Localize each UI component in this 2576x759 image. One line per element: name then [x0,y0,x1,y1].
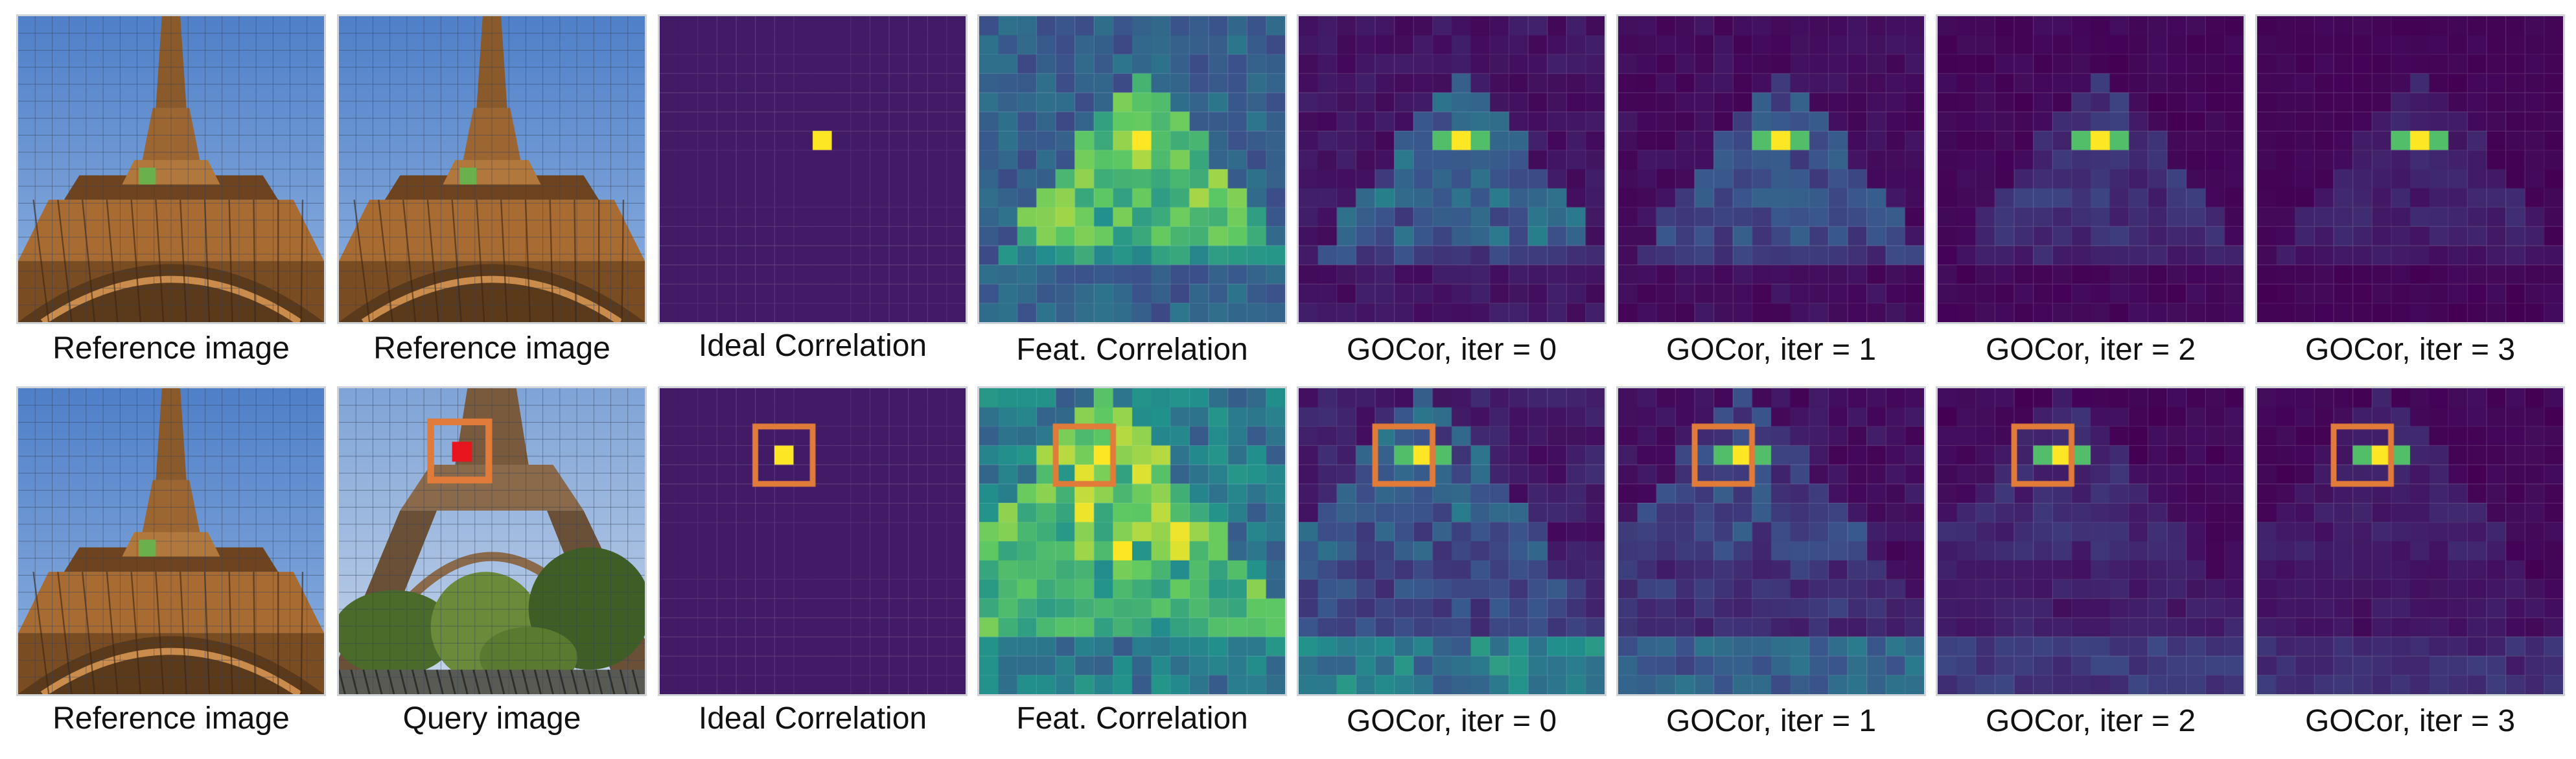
caption-row2-5: GOCor, iter = 0 [1346,704,1557,738]
row2-feat-correlation-map [977,386,1287,696]
row1-reference-image-2 [337,14,647,324]
caption-row1-4: Feat. Correlation [1016,333,1248,367]
caption-row2-1: Reference image [52,701,290,736]
reference-photo-svg [18,16,324,322]
query-photo-svg [339,388,645,694]
caption-row1-5: GOCor, iter = 0 [1346,333,1557,367]
caption-row2-8: GOCor, iter = 3 [2304,704,2516,738]
row2-reference-image [16,386,326,696]
row2-ideal-correlation-map [658,386,968,696]
reference-photo-svg [339,16,645,322]
caption-row1-7: GOCor, iter = 2 [1985,333,2196,367]
row1-reference-image-1 [16,14,326,324]
row1-feat-correlation-map [977,14,1287,324]
row2-gocor-iter2-map [1936,386,2245,696]
caption-row1-1: Reference image [52,331,290,366]
caption-row1-8: GOCor, iter = 3 [2304,333,2516,367]
caption-row2-4: Feat. Correlation [1016,701,1248,736]
row1-gocor-iter1-map [1616,14,1926,324]
row2-gocor-iter1-map [1616,386,1926,696]
row1-gocor-iter2-map [1936,14,2245,324]
reference-photo-svg [18,388,324,694]
row2-gocor-iter0-map [1297,386,1607,696]
caption-row1-3: Ideal Correlation [698,329,927,363]
row1-gocor-iter0-map [1297,14,1607,324]
row1-gocor-iter3-map [2255,14,2565,324]
caption-row2-3: Ideal Correlation [698,701,927,736]
caption-row2-7: GOCor, iter = 2 [1985,704,2196,738]
row2-gocor-iter3-map [2255,386,2565,696]
row2-query-image [337,386,647,696]
caption-row2-2: Query image [402,701,581,736]
caption-row2-6: GOCor, iter = 1 [1665,704,1877,738]
caption-row1-6: GOCor, iter = 1 [1665,333,1877,367]
caption-row1-2: Reference image [373,331,610,366]
row1-ideal-correlation-map [658,14,968,324]
